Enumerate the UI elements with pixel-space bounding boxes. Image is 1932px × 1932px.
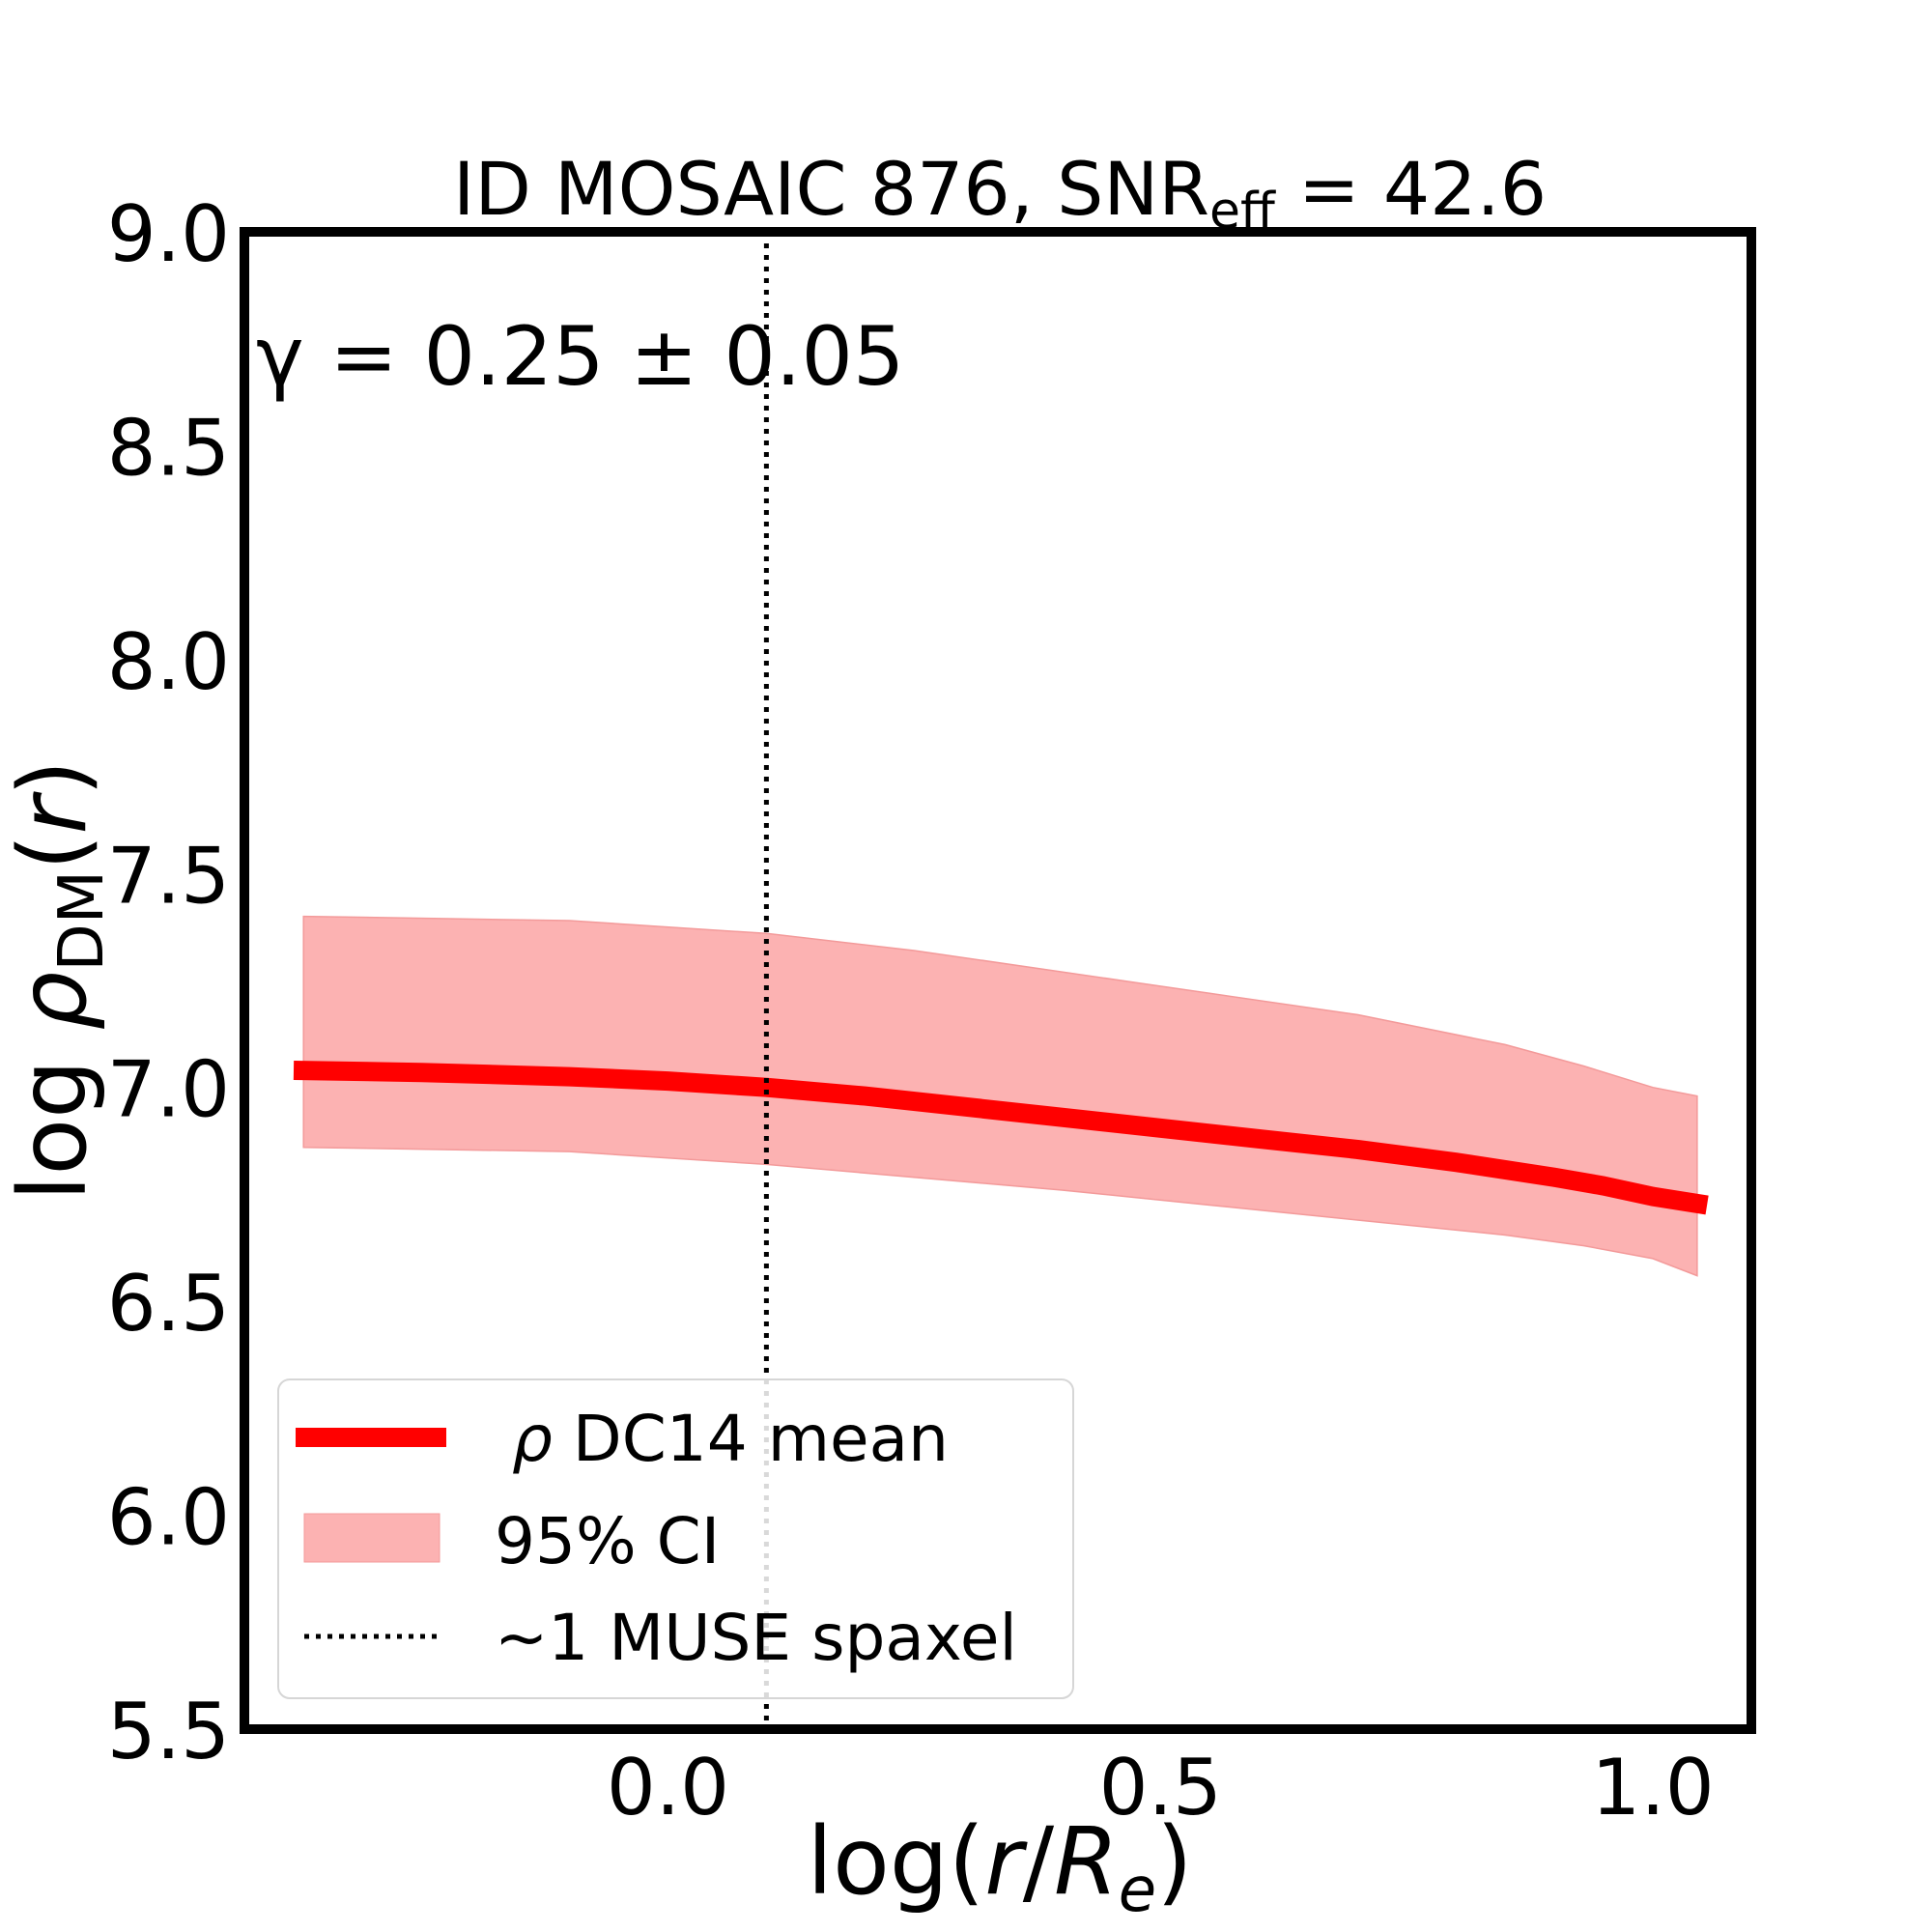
- y-tick-labels: 5.5 6.0 6.5 7.0 7.5 8.0 8.5 9.0: [107, 189, 230, 1776]
- plot-frame: [240, 227, 1756, 1734]
- x-axis-label: log(r/Re): [807, 1807, 1192, 1926]
- plot-content: [293, 232, 1709, 1729]
- legend: ρ DC14 mean 95% CI ~1 MUSE spaxel: [277, 1378, 1074, 1699]
- gamma-annotation: γ = 0.25 ± 0.05: [256, 309, 904, 404]
- y-tick-label: 5.5: [107, 1687, 230, 1776]
- x-tick-label: 0.0: [607, 1743, 729, 1833]
- chart-title: ID MOSAIC 876, SNReff = 42.6: [453, 146, 1547, 241]
- y-tick-label: 6.5: [107, 1259, 230, 1349]
- y-tick-label: 8.5: [107, 403, 230, 493]
- y-tick-label: 6.0: [107, 1473, 230, 1563]
- y-tick-label: 7.5: [107, 831, 230, 921]
- x-tick-label: 0.5: [1099, 1743, 1222, 1833]
- legend-label-spaxel: ~1 MUSE spaxel: [495, 1601, 1017, 1675]
- x-tick-label: 1.0: [1591, 1743, 1714, 1833]
- legend-label-ci: 95% CI: [495, 1504, 720, 1578]
- y-axis-label: log ρDM(r): [0, 760, 118, 1202]
- legend-band-swatch: [303, 1513, 440, 1563]
- x-tick-labels: 0.0 0.5 1.0: [607, 1743, 1715, 1833]
- legend-label-mean: ρ DC14 mean: [512, 1402, 949, 1476]
- y-tick-label: 7.0: [107, 1045, 230, 1135]
- ci-band: [302, 915, 1698, 1277]
- y-tick-label: 9.0: [107, 189, 230, 279]
- legend-box: [277, 1378, 1074, 1699]
- y-tick-label: 8.0: [107, 617, 230, 707]
- mean-line: [293, 1061, 1709, 1215]
